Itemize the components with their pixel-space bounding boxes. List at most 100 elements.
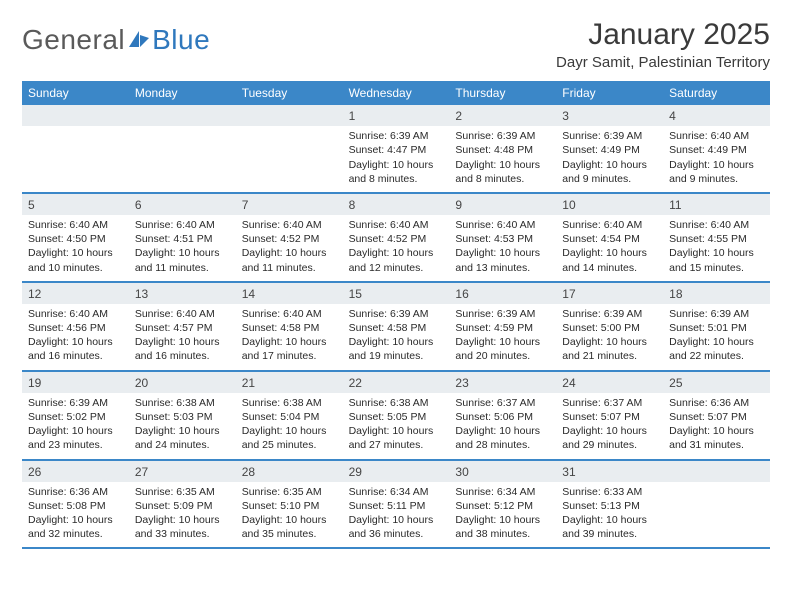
- day-d1: Daylight: 10 hours: [242, 424, 337, 438]
- day-sunset: Sunset: 5:01 PM: [669, 321, 764, 335]
- calendar: Sunday Monday Tuesday Wednesday Thursday…: [22, 81, 770, 549]
- day-d2: and 33 minutes.: [135, 527, 230, 541]
- day-number: 5: [22, 194, 129, 215]
- day-cell: 10Sunrise: 6:40 AMSunset: 4:54 PMDayligh…: [556, 194, 663, 281]
- day-d1: Daylight: 10 hours: [669, 246, 764, 260]
- day-number: 11: [663, 194, 770, 215]
- day-sunrise: Sunrise: 6:40 AM: [135, 307, 230, 321]
- day-cell: 12Sunrise: 6:40 AMSunset: 4:56 PMDayligh…: [22, 283, 129, 370]
- day-sunrise: Sunrise: 6:39 AM: [455, 307, 550, 321]
- day-sunrise: Sunrise: 6:40 AM: [455, 218, 550, 232]
- day-d1: Daylight: 10 hours: [242, 335, 337, 349]
- day-body: Sunrise: 6:39 AMSunset: 5:00 PMDaylight:…: [556, 304, 663, 370]
- day-d2: and 14 minutes.: [562, 261, 657, 275]
- day-cell: 2Sunrise: 6:39 AMSunset: 4:48 PMDaylight…: [449, 105, 556, 192]
- day-sunset: Sunset: 5:03 PM: [135, 410, 230, 424]
- day-number: 25: [663, 372, 770, 393]
- day-sunset: Sunset: 5:02 PM: [28, 410, 123, 424]
- day-sunset: Sunset: 4:52 PM: [242, 232, 337, 246]
- day-sunrise: Sunrise: 6:40 AM: [562, 218, 657, 232]
- day-cell: 22Sunrise: 6:38 AMSunset: 5:05 PMDayligh…: [343, 372, 450, 459]
- day-cell: 26Sunrise: 6:36 AMSunset: 5:08 PMDayligh…: [22, 461, 129, 548]
- day-sunset: Sunset: 4:50 PM: [28, 232, 123, 246]
- day-d1: Daylight: 10 hours: [349, 158, 444, 172]
- day-d2: and 21 minutes.: [562, 349, 657, 363]
- day-number: 20: [129, 372, 236, 393]
- weeks-container: 1Sunrise: 6:39 AMSunset: 4:47 PMDaylight…: [22, 105, 770, 549]
- day-sunset: Sunset: 5:12 PM: [455, 499, 550, 513]
- day-d2: and 17 minutes.: [242, 349, 337, 363]
- day-cell: [129, 105, 236, 192]
- week-row: 1Sunrise: 6:39 AMSunset: 4:47 PMDaylight…: [22, 105, 770, 194]
- day-cell: 25Sunrise: 6:36 AMSunset: 5:07 PMDayligh…: [663, 372, 770, 459]
- day-sunset: Sunset: 4:58 PM: [349, 321, 444, 335]
- day-d2: and 10 minutes.: [28, 261, 123, 275]
- day-d1: Daylight: 10 hours: [28, 335, 123, 349]
- day-body: Sunrise: 6:40 AMSunset: 4:53 PMDaylight:…: [449, 215, 556, 281]
- weekday-label: Wednesday: [343, 81, 450, 105]
- day-sunset: Sunset: 4:57 PM: [135, 321, 230, 335]
- day-number: 7: [236, 194, 343, 215]
- day-sunset: Sunset: 5:07 PM: [562, 410, 657, 424]
- day-d1: Daylight: 10 hours: [455, 513, 550, 527]
- title-block: January 2025 Dayr Samit, Palestinian Ter…: [556, 18, 770, 71]
- day-sunset: Sunset: 4:56 PM: [28, 321, 123, 335]
- logo: General Blue: [22, 18, 210, 56]
- day-sunset: Sunset: 5:06 PM: [455, 410, 550, 424]
- day-number: 13: [129, 283, 236, 304]
- day-sunset: Sunset: 4:52 PM: [349, 232, 444, 246]
- day-body: Sunrise: 6:38 AMSunset: 5:04 PMDaylight:…: [236, 393, 343, 459]
- day-d1: Daylight: 10 hours: [562, 335, 657, 349]
- day-d2: and 9 minutes.: [669, 172, 764, 186]
- day-body: Sunrise: 6:35 AMSunset: 5:10 PMDaylight:…: [236, 482, 343, 548]
- day-sunrise: Sunrise: 6:40 AM: [349, 218, 444, 232]
- day-d2: and 22 minutes.: [669, 349, 764, 363]
- day-cell: 14Sunrise: 6:40 AMSunset: 4:58 PMDayligh…: [236, 283, 343, 370]
- day-cell: 8Sunrise: 6:40 AMSunset: 4:52 PMDaylight…: [343, 194, 450, 281]
- day-d2: and 35 minutes.: [242, 527, 337, 541]
- day-d1: Daylight: 10 hours: [349, 424, 444, 438]
- week-row: 26Sunrise: 6:36 AMSunset: 5:08 PMDayligh…: [22, 461, 770, 550]
- day-d2: and 15 minutes.: [669, 261, 764, 275]
- day-sunset: Sunset: 4:48 PM: [455, 143, 550, 157]
- day-d2: and 31 minutes.: [669, 438, 764, 452]
- weekday-label: Sunday: [22, 81, 129, 105]
- day-d1: Daylight: 10 hours: [349, 335, 444, 349]
- weekday-label: Thursday: [449, 81, 556, 105]
- day-sunset: Sunset: 5:13 PM: [562, 499, 657, 513]
- day-d2: and 16 minutes.: [28, 349, 123, 363]
- header: General Blue January 2025 Dayr Samit, Pa…: [22, 18, 770, 71]
- sail-icon: [128, 24, 150, 56]
- day-cell: 18Sunrise: 6:39 AMSunset: 5:01 PMDayligh…: [663, 283, 770, 370]
- day-sunset: Sunset: 4:53 PM: [455, 232, 550, 246]
- day-d1: Daylight: 10 hours: [349, 513, 444, 527]
- day-number: 30: [449, 461, 556, 482]
- day-sunset: Sunset: 4:54 PM: [562, 232, 657, 246]
- day-cell: 4Sunrise: 6:40 AMSunset: 4:49 PMDaylight…: [663, 105, 770, 192]
- day-body: Sunrise: 6:40 AMSunset: 4:56 PMDaylight:…: [22, 304, 129, 370]
- day-d1: Daylight: 10 hours: [669, 335, 764, 349]
- day-sunrise: Sunrise: 6:40 AM: [28, 307, 123, 321]
- day-body: Sunrise: 6:40 AMSunset: 4:51 PMDaylight:…: [129, 215, 236, 281]
- day-cell: 17Sunrise: 6:39 AMSunset: 5:00 PMDayligh…: [556, 283, 663, 370]
- day-d1: Daylight: 10 hours: [562, 424, 657, 438]
- day-number: 2: [449, 105, 556, 126]
- day-cell: 11Sunrise: 6:40 AMSunset: 4:55 PMDayligh…: [663, 194, 770, 281]
- weekday-label: Monday: [129, 81, 236, 105]
- day-sunrise: Sunrise: 6:36 AM: [28, 485, 123, 499]
- day-cell: 31Sunrise: 6:33 AMSunset: 5:13 PMDayligh…: [556, 461, 663, 548]
- day-number: 31: [556, 461, 663, 482]
- day-d2: and 23 minutes.: [28, 438, 123, 452]
- day-d2: and 11 minutes.: [242, 261, 337, 275]
- weekday-header: Sunday Monday Tuesday Wednesday Thursday…: [22, 81, 770, 105]
- day-body: Sunrise: 6:39 AMSunset: 5:02 PMDaylight:…: [22, 393, 129, 459]
- day-body: Sunrise: 6:39 AMSunset: 5:01 PMDaylight:…: [663, 304, 770, 370]
- day-body: Sunrise: 6:34 AMSunset: 5:11 PMDaylight:…: [343, 482, 450, 548]
- day-cell: 28Sunrise: 6:35 AMSunset: 5:10 PMDayligh…: [236, 461, 343, 548]
- day-d2: and 19 minutes.: [349, 349, 444, 363]
- day-number: 26: [22, 461, 129, 482]
- day-number: 3: [556, 105, 663, 126]
- day-sunset: Sunset: 5:04 PM: [242, 410, 337, 424]
- day-cell: [22, 105, 129, 192]
- day-sunrise: Sunrise: 6:34 AM: [455, 485, 550, 499]
